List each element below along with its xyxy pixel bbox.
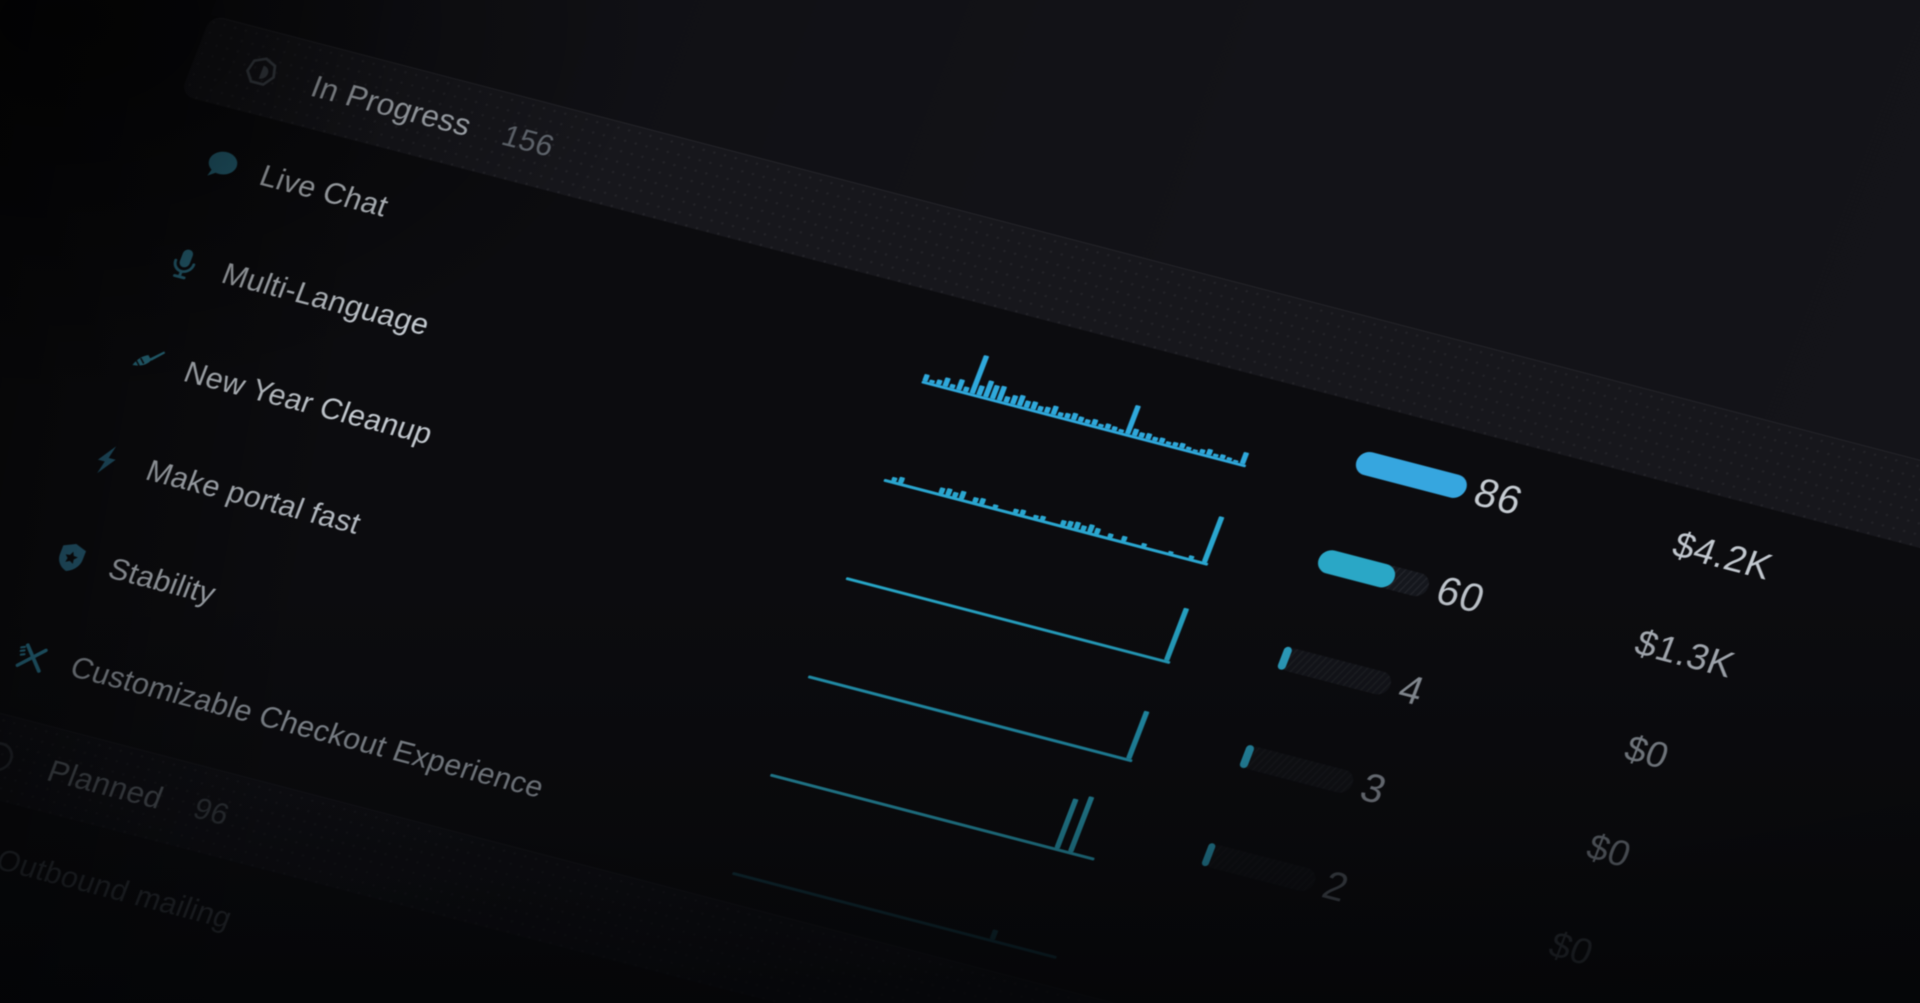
- feature-name: Stability: [103, 552, 221, 611]
- feature-revenue: $0: [1619, 727, 1675, 777]
- feature-votes-count: 60: [1430, 568, 1492, 623]
- shield-star-icon: [47, 537, 95, 580]
- broom-icon: [122, 340, 170, 383]
- group-label: In Progress: [306, 68, 477, 144]
- status-in-progress-icon: [236, 50, 287, 95]
- feature-progress-bar: [1352, 449, 1471, 501]
- feature-name: Live Chat: [255, 159, 393, 224]
- feature-revenue: $4.2K: [1667, 523, 1779, 588]
- progress-track: [1200, 842, 1319, 894]
- microphone-icon: [160, 242, 208, 285]
- feature-votes-count: 2: [1316, 863, 1355, 911]
- group-label: Planned: [42, 753, 169, 816]
- progress-track: [1238, 744, 1357, 796]
- feature-votes-count: 3: [1354, 765, 1393, 813]
- feature-revenue: $0: [1581, 825, 1638, 876]
- feature-name: Outbound mailing: [0, 843, 237, 936]
- feature-progress-bar: [1200, 842, 1319, 894]
- feature-progress-bar: [1314, 547, 1433, 599]
- crossed-tools-icon: [9, 635, 57, 678]
- lightning-icon: [85, 439, 133, 482]
- feature-progress-bar: [1238, 744, 1357, 796]
- progress-fill: [1352, 449, 1471, 501]
- feature-name: Make portal fast: [141, 454, 366, 541]
- feature-revenue: $0: [1543, 923, 1600, 974]
- progress-track: [1276, 645, 1395, 698]
- group-count-badge: 156: [497, 119, 559, 164]
- feature-revenue: $1.3K: [1629, 621, 1741, 686]
- feature-name: Multi-Language: [217, 257, 435, 343]
- feature-votes-count: 86: [1467, 470, 1529, 524]
- feature-progress-bar: [1276, 645, 1395, 698]
- feature-votes-count: 4: [1392, 666, 1431, 715]
- progress-fill: [1314, 547, 1399, 590]
- chat-bubble-icon: [198, 144, 246, 187]
- group-count-badge: 96: [188, 791, 234, 832]
- status-planned-icon: [0, 734, 23, 779]
